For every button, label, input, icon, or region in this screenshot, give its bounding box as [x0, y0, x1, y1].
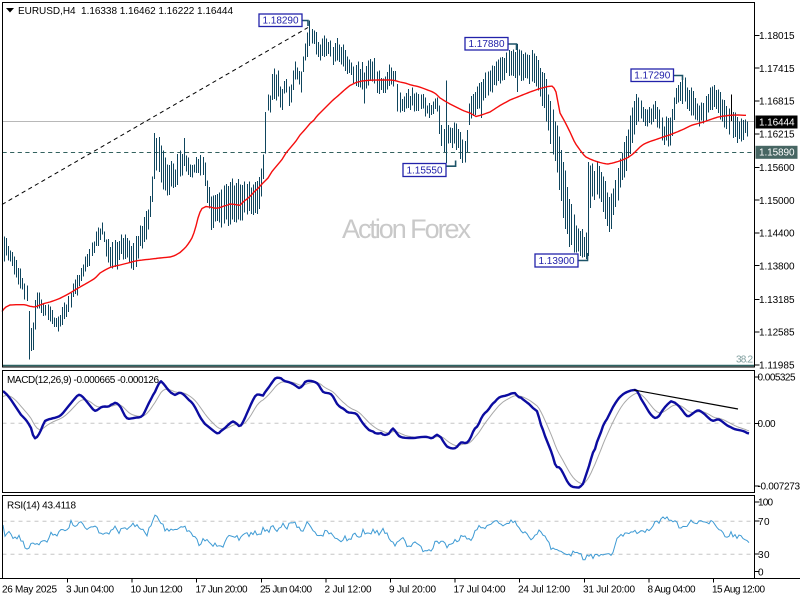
svg-text:70: 70 — [758, 517, 770, 528]
svg-text:1.18290: 1.18290 — [263, 16, 299, 27]
svg-text:17 Jul 04:00: 17 Jul 04:00 — [454, 585, 506, 596]
svg-text:1.16815: 1.16815 — [759, 97, 795, 108]
svg-text:17 Jun 20:00: 17 Jun 20:00 — [196, 585, 248, 596]
svg-text:0.00: 0.00 — [758, 419, 776, 430]
svg-text:31 Jul 20:00: 31 Jul 20:00 — [583, 585, 635, 596]
svg-text:1.15000: 1.15000 — [759, 196, 795, 207]
svg-text:1.15890: 1.15890 — [759, 148, 795, 159]
svg-text:1.11985: 1.11985 — [759, 361, 795, 372]
svg-text:1.16444: 1.16444 — [759, 117, 795, 128]
svg-text:1.15600: 1.15600 — [759, 163, 795, 174]
svg-text:8 Aug 04:00: 8 Aug 04:00 — [648, 585, 696, 596]
svg-text:1.12585: 1.12585 — [759, 328, 795, 339]
svg-text:0.005325: 0.005325 — [758, 373, 796, 384]
svg-text:3 Jun 04:00: 3 Jun 04:00 — [66, 585, 114, 596]
svg-text:1.17415: 1.17415 — [759, 64, 795, 75]
svg-text:26 May 2025: 26 May 2025 — [2, 585, 57, 596]
svg-text:1.13185: 1.13185 — [759, 295, 795, 306]
svg-text:1.16215: 1.16215 — [759, 129, 795, 140]
svg-text:1.17880: 1.17880 — [469, 39, 505, 50]
svg-text:1.18015: 1.18015 — [759, 31, 795, 42]
svg-text:100: 100 — [758, 498, 773, 509]
svg-text:10 Jun 12:00: 10 Jun 12:00 — [131, 585, 183, 596]
svg-text:1.13800: 1.13800 — [759, 261, 795, 272]
svg-text:30: 30 — [758, 550, 770, 561]
svg-text:0: 0 — [758, 567, 764, 578]
svg-text:EURUSD,H4 1.16338 1.16462 1.1: EURUSD,H4 1.16338 1.16462 1.16222 1.1644… — [18, 6, 233, 17]
svg-text:9 Jul 20:00: 9 Jul 20:00 — [389, 585, 436, 596]
svg-text:1.14400: 1.14400 — [759, 229, 795, 240]
svg-text:2 Jul 12:00: 2 Jul 12:00 — [325, 585, 372, 596]
svg-text:1.17290: 1.17290 — [634, 71, 670, 82]
svg-text:-0.007273: -0.007273 — [758, 481, 800, 492]
svg-text:25 Jun 04:00: 25 Jun 04:00 — [260, 585, 312, 596]
svg-text:24 Jul 12:00: 24 Jul 12:00 — [518, 585, 570, 596]
svg-text:1.15550: 1.15550 — [407, 166, 443, 177]
svg-text:1.13900: 1.13900 — [539, 256, 575, 267]
svg-text:15 Aug 12:00: 15 Aug 12:00 — [712, 585, 765, 596]
svg-text:Action Forex: Action Forex — [342, 214, 472, 244]
svg-text:RSI(14) 43.4118: RSI(14) 43.4118 — [7, 501, 76, 512]
svg-text:38.2: 38.2 — [736, 355, 753, 366]
svg-text:MACD(12,26,9) -0.000665 -0.000: MACD(12,26,9) -0.000665 -0.000126 — [7, 375, 159, 386]
